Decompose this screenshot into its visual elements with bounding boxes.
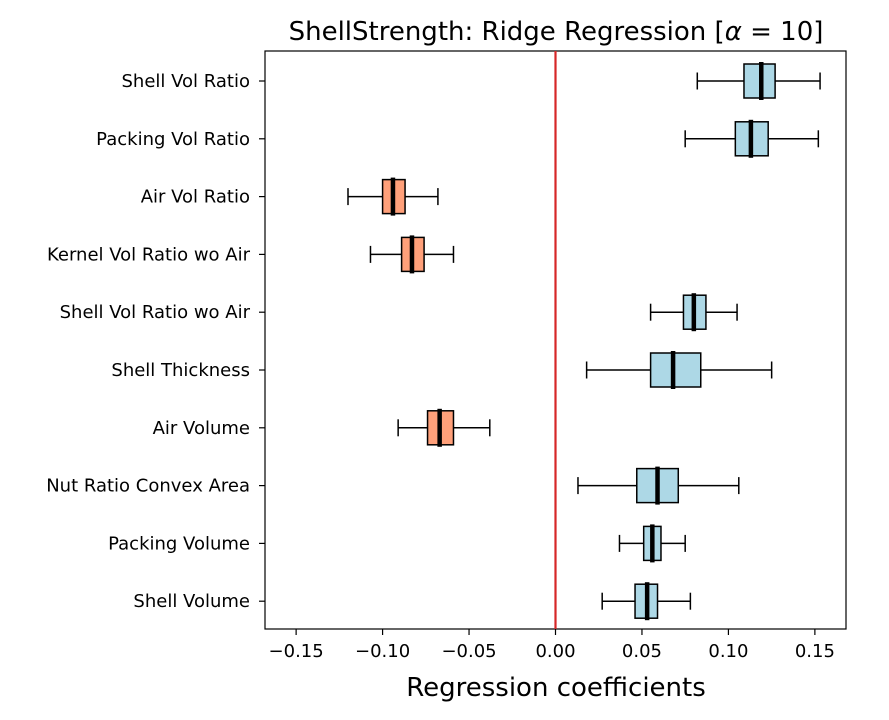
x-tick-label: −0.15 — [269, 641, 324, 662]
x-tick-label: −0.05 — [441, 641, 496, 662]
x-axis-label: Regression coefficients — [406, 673, 706, 703]
chart-title-alpha: α — [725, 17, 742, 47]
box-iqr — [649, 352, 702, 388]
x-tick-label: 0.05 — [622, 641, 662, 662]
y-tick-label: Shell Vol Ratio — [122, 71, 251, 92]
x-tick-label: 0.00 — [535, 641, 575, 662]
plot-area: −0.15 −0.10 −0.05 0.00 0.05 0.10 0.15 Shell Vol… — [46, 50, 847, 662]
y-tick-label: Shell Thickness — [111, 360, 250, 381]
chart-title-suffix: = 10] — [742, 17, 824, 47]
x-tick-label: −0.10 — [355, 641, 410, 662]
y-tick-label: Packing Vol Ratio — [96, 129, 250, 150]
chart-title-prefix: ShellStrength: Ridge Regression [ — [289, 17, 725, 47]
y-tick-label: Nut Ratio Convex Area — [46, 476, 250, 497]
y-tick-label: Shell Volume — [133, 591, 250, 612]
x-tick-label: 0.15 — [795, 641, 835, 662]
y-tick-label: Air Vol Ratio — [141, 187, 250, 208]
y-tick-label: Kernel Vol Ratio wo Air — [47, 244, 251, 265]
y-tick-label: Packing Volume — [108, 533, 250, 554]
y-tick-label: Shell Vol Ratio wo Air — [60, 302, 251, 323]
chart-title: ShellStrength: Ridge Regression [α = 10] — [289, 17, 824, 47]
x-tick-label: 0.10 — [708, 641, 748, 662]
y-tick-label: Air Volume — [153, 418, 250, 439]
